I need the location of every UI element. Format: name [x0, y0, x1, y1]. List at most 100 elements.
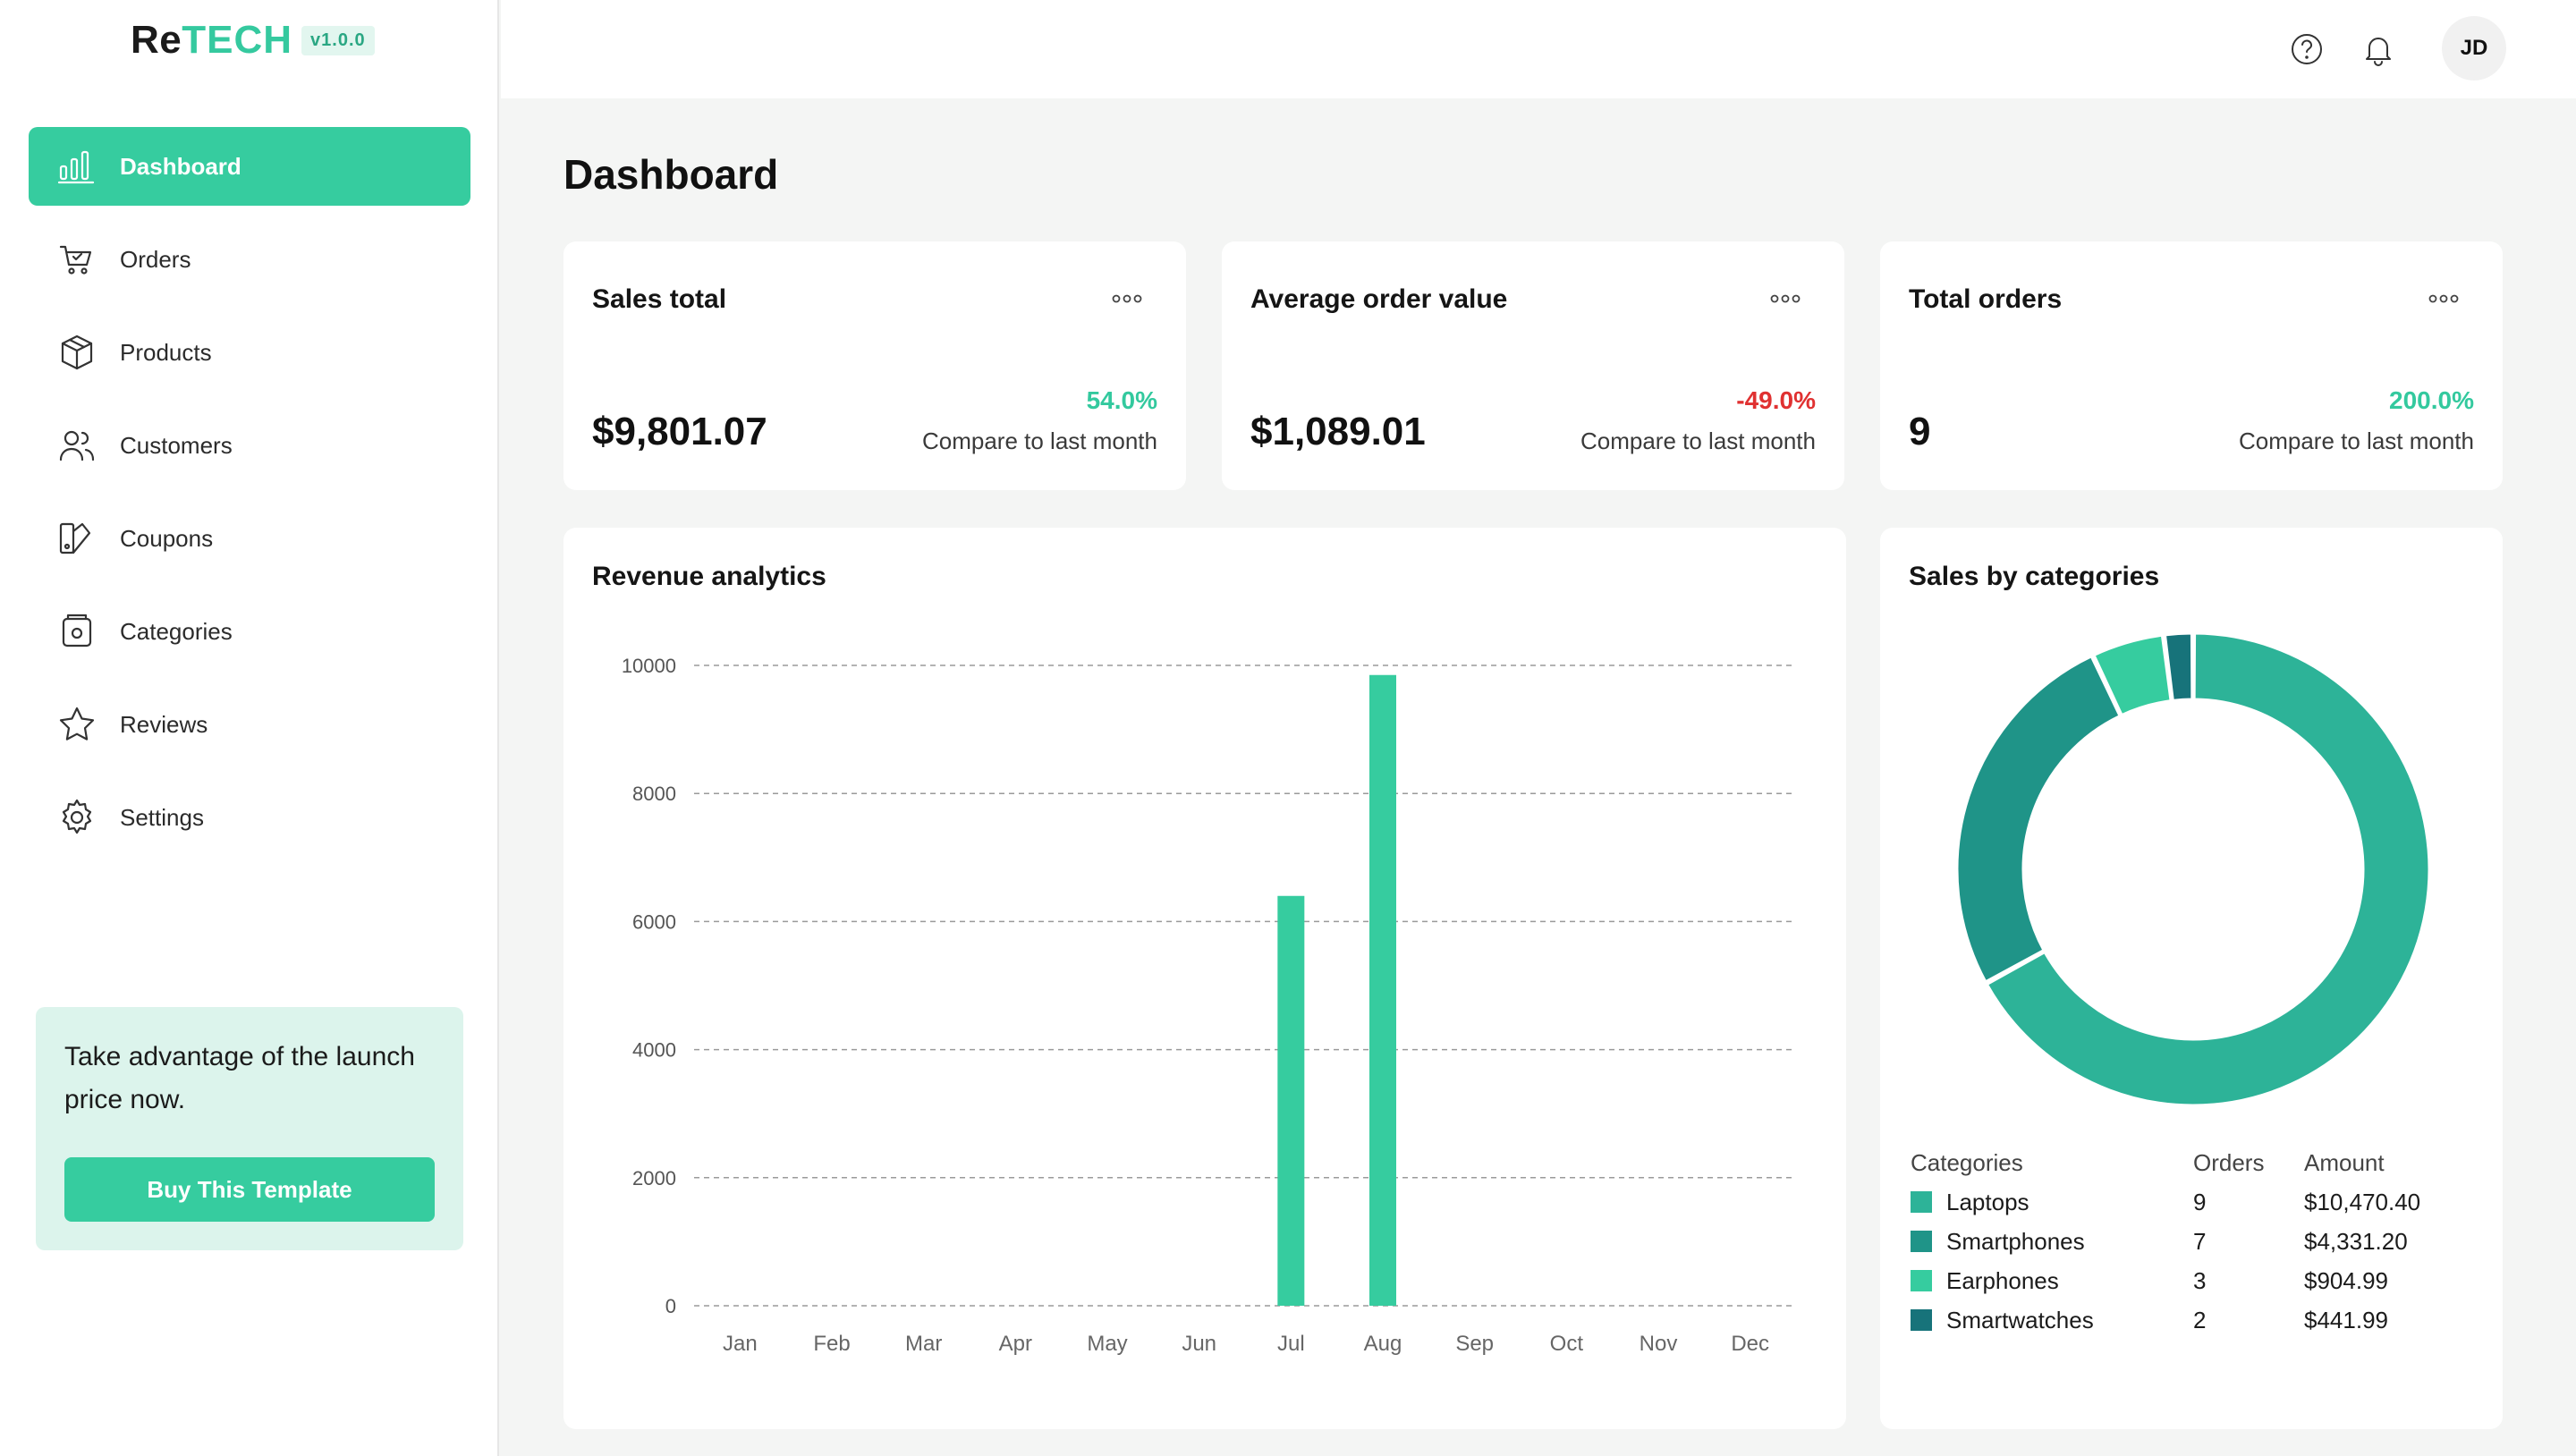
x-tick-label: Oct	[1550, 1332, 1584, 1356]
cart-icon	[57, 240, 97, 279]
users-icon	[57, 426, 97, 465]
help-icon[interactable]	[2284, 27, 2329, 72]
sidebar-item-label: Reviews	[120, 710, 208, 738]
col-header-amount: Amount	[2304, 1148, 2385, 1176]
stat-title: Total orders	[1909, 284, 2063, 314]
stat-compare: Compare to last month	[921, 427, 1157, 454]
coupon-icon	[57, 519, 97, 558]
x-tick-label: May	[1087, 1332, 1127, 1356]
box-icon	[57, 333, 97, 372]
stat-card-total-orders: Total orders 9 200.0% Compare to last mo…	[1880, 241, 2503, 490]
stat-compare: Compare to last month	[1580, 427, 1816, 454]
sidebar-item-customers[interactable]: Customers	[29, 406, 470, 485]
sidebar-item-products[interactable]: Products	[29, 313, 470, 392]
category-name-cell: Earphones	[1911, 1261, 2193, 1300]
x-tick-label: Feb	[813, 1332, 850, 1356]
legend-swatch	[1911, 1308, 1932, 1331]
sidebar-item-label: Coupons	[120, 524, 214, 552]
categories-card: Sales by categories Categories Orders Am…	[1880, 528, 2503, 1429]
stat-card-average-order: Average order value $1,089.01 -49.0% Com…	[1222, 241, 1844, 490]
category-name: Earphones	[1946, 1266, 2059, 1294]
x-tick-label: Nov	[1640, 1332, 1678, 1356]
category-name: Smartwatches	[1946, 1306, 2094, 1333]
x-tick-label: Apr	[999, 1332, 1032, 1356]
category-icon	[57, 612, 97, 651]
col-header-categories: Categories	[1911, 1148, 2023, 1176]
stat-value: 9	[1909, 410, 1931, 453]
x-tick-label: Aug	[1364, 1332, 1402, 1356]
avatar[interactable]: JD	[2442, 16, 2506, 80]
category-name-cell: Laptops	[1911, 1182, 2193, 1222]
donut-slice-smartwatches	[2163, 631, 2194, 703]
revenue-bar-chart: 0 2000 4000 6000 8000 10000 Jan Feb Mar Apr May Jun…	[622, 655, 1796, 1356]
brand-logo[interactable]: Re TECH v1.0.0	[131, 18, 375, 63]
bar-jul	[1277, 895, 1305, 1306]
donut-slice-laptops	[1985, 631, 2431, 1107]
category-amount: $10,470.40	[2304, 1188, 2421, 1215]
stat-title: Average order value	[1250, 284, 1508, 314]
buy-template-button[interactable]: Buy This Template	[64, 1157, 435, 1222]
legend-swatch	[1911, 1190, 1932, 1213]
stat-card-sales-total: Sales total $9,801.07 54.0% Compare to l…	[564, 241, 1186, 490]
y-tick-label: 0	[665, 1295, 676, 1317]
sidebar-item-dashboard[interactable]: Dashboard	[29, 127, 470, 206]
sidebar: Re TECH v1.0.0 Dashboard Orders	[0, 0, 499, 1456]
sidebar-item-settings[interactable]: Settings	[29, 778, 470, 857]
category-orders: 7	[2193, 1227, 2207, 1255]
table-row: Smartwatches 2 $441.99	[1911, 1300, 2483, 1340]
more-icon[interactable]	[1111, 292, 1143, 306]
category-amount: $441.99	[2304, 1306, 2388, 1333]
stat-title: Sales total	[592, 284, 727, 314]
page-title: Dashboard	[564, 151, 779, 198]
bar-chart-icon	[57, 147, 97, 186]
sidebar-item-categories[interactable]: Categories	[29, 592, 470, 671]
revenue-title: Revenue analytics	[592, 562, 826, 591]
x-tick-label: Jun	[1182, 1332, 1216, 1356]
y-tick-label: 8000	[632, 783, 676, 805]
sidebar-item-orders[interactable]: Orders	[29, 220, 470, 299]
category-amount: $904.99	[2304, 1266, 2388, 1294]
legend-swatch	[1911, 1269, 1932, 1291]
categories-donut-chart	[1955, 631, 2431, 1107]
promo-card: Take advantage of the launch price now. …	[36, 1007, 463, 1250]
sidebar-item-label: Customers	[120, 431, 233, 459]
x-tick-label: Jan	[723, 1332, 758, 1356]
x-tick-label: Jul	[1277, 1332, 1305, 1356]
sidebar-item-label: Products	[120, 338, 212, 366]
brand-re: Re	[131, 18, 182, 62]
y-tick-label: 10000	[622, 655, 676, 677]
y-tick-label: 6000	[632, 910, 676, 933]
y-tick-label: 4000	[632, 1039, 676, 1062]
category-name: Smartphones	[1946, 1227, 2085, 1255]
bar-aug	[1369, 674, 1396, 1306]
sidebar-item-coupons[interactable]: Coupons	[29, 499, 470, 578]
category-amount: $4,331.20	[2304, 1227, 2408, 1255]
category-name-cell: Smartphones	[1911, 1222, 2193, 1261]
bell-icon[interactable]	[2356, 27, 2401, 72]
donut-slice-smartphones	[1955, 654, 2123, 984]
sidebar-item-label: Dashboard	[120, 152, 242, 180]
top-header: JD	[501, 0, 2576, 98]
sidebar-item-label: Orders	[120, 245, 191, 273]
category-orders: 3	[2193, 1266, 2207, 1294]
revenue-card: Revenue analytics 0 2000 4000 6000 8000 10000…	[564, 528, 1846, 1429]
x-tick-label: Sep	[1455, 1332, 1494, 1356]
table-row: Laptops 9 $10,470.40	[1911, 1182, 2483, 1222]
donut-slice-earphones	[2092, 633, 2173, 717]
stat-value: $9,801.07	[592, 410, 767, 453]
category-orders: 9	[2193, 1188, 2207, 1215]
promo-text: Take advantage of the launch price now.	[64, 1042, 415, 1114]
table-row: Smartphones 7 $4,331.20	[1911, 1222, 2483, 1261]
more-icon[interactable]	[1769, 292, 1801, 306]
star-icon	[57, 705, 97, 744]
brand-tech: TECH	[182, 18, 293, 62]
y-tick-label: 2000	[632, 1167, 676, 1189]
sidebar-nav: Dashboard Orders Products Customers	[29, 127, 470, 871]
category-name: Laptops	[1946, 1188, 2029, 1215]
category-orders: 2	[2193, 1306, 2207, 1333]
stat-compare: Compare to last month	[2238, 427, 2474, 454]
sidebar-item-reviews[interactable]: Reviews	[29, 685, 470, 764]
stat-value: $1,089.01	[1250, 410, 1426, 453]
more-icon[interactable]	[2428, 292, 2460, 306]
categories-title: Sales by categories	[1909, 562, 2160, 591]
